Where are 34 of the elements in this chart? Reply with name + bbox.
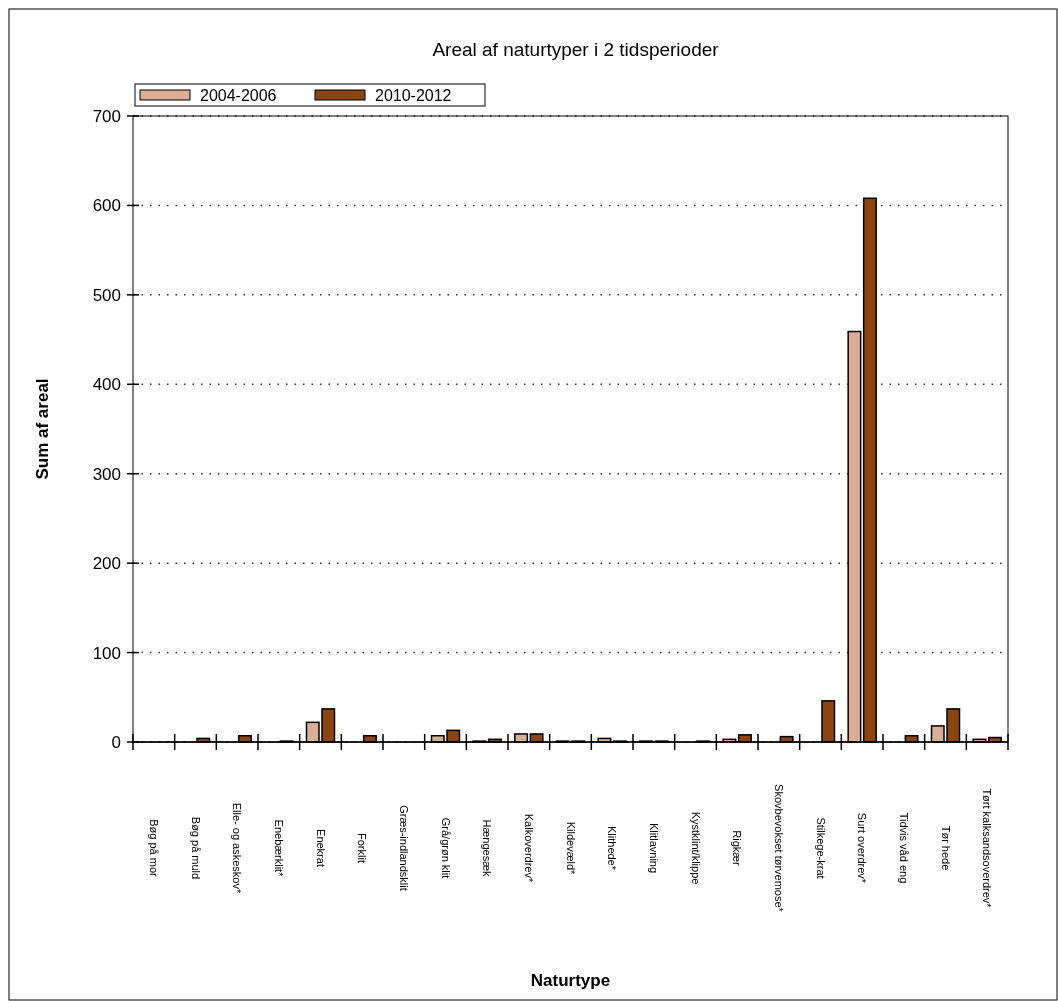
y-tick-label: 600 [92,196,121,216]
x-tick-label: Elle- og askeskov* [231,802,244,894]
x-tick-label: Enekrat [314,829,327,867]
y-axis-title: Sum af areal [33,378,52,480]
x-tick-label: Forklit [356,833,369,863]
x-tick-label: Tidvis våd eng [897,812,910,884]
y-tick-label: 400 [92,375,121,395]
x-tick-label: Klitlavning [647,822,660,874]
chart-title: Areal af naturtyper i 2 tidsperioder [432,39,720,60]
x-tick-label: Kildevæld* [564,821,577,876]
x-axis-title: Naturtype [530,971,611,990]
x-tick-label: Tørt kalksandsoverdrev* [981,788,994,909]
legend-label: 2004-2006 [200,86,277,104]
x-tick-label: Rigkær [731,830,744,867]
legend-label: 2010-2012 [375,86,452,104]
x-tick-label: Kystklint/klippe [689,811,702,885]
y-tick-label: 100 [92,643,121,663]
y-tick-label: 300 [92,464,121,484]
x-tick-label: Skovbevokset tørvemose* [772,784,785,913]
y-tick-label: 500 [92,285,121,305]
x-tick-label: Græs-indlandsklit [397,805,410,891]
y-tick-label: 0 [111,732,121,752]
x-tick-label: Grå/grøn klit [439,817,452,879]
x-tick-label: Kalkoverdrev* [522,813,535,883]
x-tick-label: Bøg på mor [147,819,160,878]
y-tick-label: 700 [92,106,121,126]
y-tick-label: 200 [92,554,121,574]
x-tick-label: Klithede* [606,825,619,871]
x-tick-label: Hængesæk [481,819,494,877]
x-tick-label: Surt overdrev* [856,812,869,884]
x-tick-label: Stilkege-krat [814,817,827,879]
x-tick-label: Tør hede [939,825,952,871]
x-tick-label: Bøg på muld [189,816,202,880]
x-tick-label: Enebærklit* [272,819,285,878]
